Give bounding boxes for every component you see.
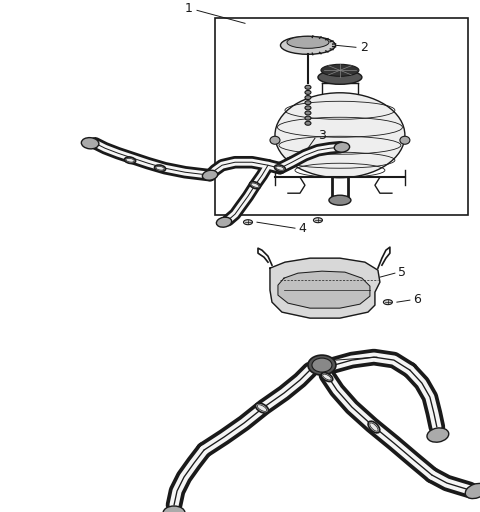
Ellipse shape — [318, 70, 362, 84]
Text: 1: 1 — [185, 2, 193, 15]
Text: 3: 3 — [318, 129, 326, 142]
Ellipse shape — [313, 218, 323, 223]
Ellipse shape — [126, 158, 134, 162]
Ellipse shape — [280, 36, 336, 54]
Ellipse shape — [400, 136, 410, 144]
Ellipse shape — [257, 405, 267, 412]
Ellipse shape — [216, 217, 232, 227]
Ellipse shape — [305, 111, 311, 115]
Ellipse shape — [155, 165, 166, 172]
Bar — [215, 18, 468, 215]
Ellipse shape — [305, 96, 311, 99]
Text: 4: 4 — [298, 222, 306, 234]
Ellipse shape — [384, 300, 392, 305]
Ellipse shape — [270, 136, 280, 144]
Polygon shape — [270, 258, 380, 318]
Ellipse shape — [465, 483, 480, 499]
Ellipse shape — [81, 138, 99, 149]
Ellipse shape — [308, 355, 336, 375]
Ellipse shape — [275, 93, 405, 178]
Ellipse shape — [163, 506, 185, 512]
Ellipse shape — [312, 358, 332, 372]
Ellipse shape — [305, 121, 311, 125]
Ellipse shape — [156, 166, 164, 170]
Text: 2: 2 — [360, 41, 368, 54]
Ellipse shape — [287, 36, 329, 48]
Ellipse shape — [334, 142, 349, 152]
Ellipse shape — [321, 373, 333, 381]
Ellipse shape — [243, 220, 252, 225]
Text: 6: 6 — [413, 293, 421, 306]
Ellipse shape — [329, 195, 351, 205]
Ellipse shape — [276, 166, 284, 170]
Ellipse shape — [368, 421, 380, 433]
Ellipse shape — [321, 65, 359, 76]
Ellipse shape — [427, 428, 449, 442]
Text: 7: 7 — [380, 350, 388, 362]
Ellipse shape — [203, 170, 217, 180]
Ellipse shape — [255, 403, 268, 413]
Ellipse shape — [275, 165, 286, 172]
Text: 5: 5 — [398, 266, 406, 279]
Ellipse shape — [305, 116, 311, 120]
Ellipse shape — [250, 182, 260, 189]
Ellipse shape — [251, 183, 259, 187]
Ellipse shape — [323, 374, 331, 380]
Ellipse shape — [305, 91, 311, 94]
Polygon shape — [278, 271, 370, 308]
Ellipse shape — [370, 423, 378, 431]
Ellipse shape — [305, 101, 311, 104]
Ellipse shape — [305, 106, 311, 110]
Ellipse shape — [124, 157, 136, 163]
Ellipse shape — [305, 86, 311, 89]
